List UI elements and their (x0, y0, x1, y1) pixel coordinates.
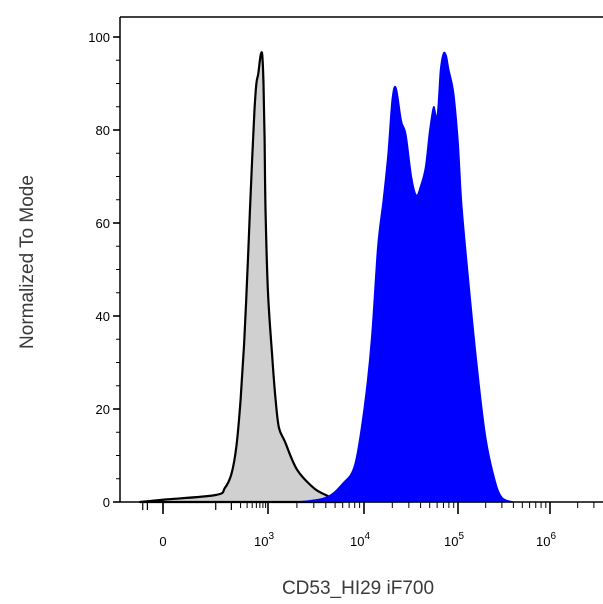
y-tick-label: 20 (96, 402, 110, 417)
histogram-sample (296, 51, 514, 503)
x-tick-label: 104 (350, 531, 370, 549)
y-tick-label: 0 (103, 495, 110, 510)
axis-tick-labels: 0 20 40 60 80 100 0 103 104 105 106 (88, 30, 556, 549)
x-tick-label: 0 (159, 534, 166, 549)
y-tick-label: 60 (96, 216, 110, 231)
y-axis-title: Normalized To Mode (17, 175, 38, 349)
x-axis-title: CD53_HI29 iF700 (282, 578, 434, 599)
y-tick-label: 40 (96, 309, 110, 324)
histogram-fills (138, 51, 514, 504)
x-tick-label: 105 (444, 531, 464, 549)
x-tick-label: 106 (536, 531, 556, 549)
histogram-control (138, 51, 344, 504)
axis-ticks (113, 36, 595, 514)
y-tick-label: 80 (96, 123, 110, 138)
x-tick-label: 103 (254, 531, 274, 549)
y-tick-label: 100 (88, 30, 110, 45)
